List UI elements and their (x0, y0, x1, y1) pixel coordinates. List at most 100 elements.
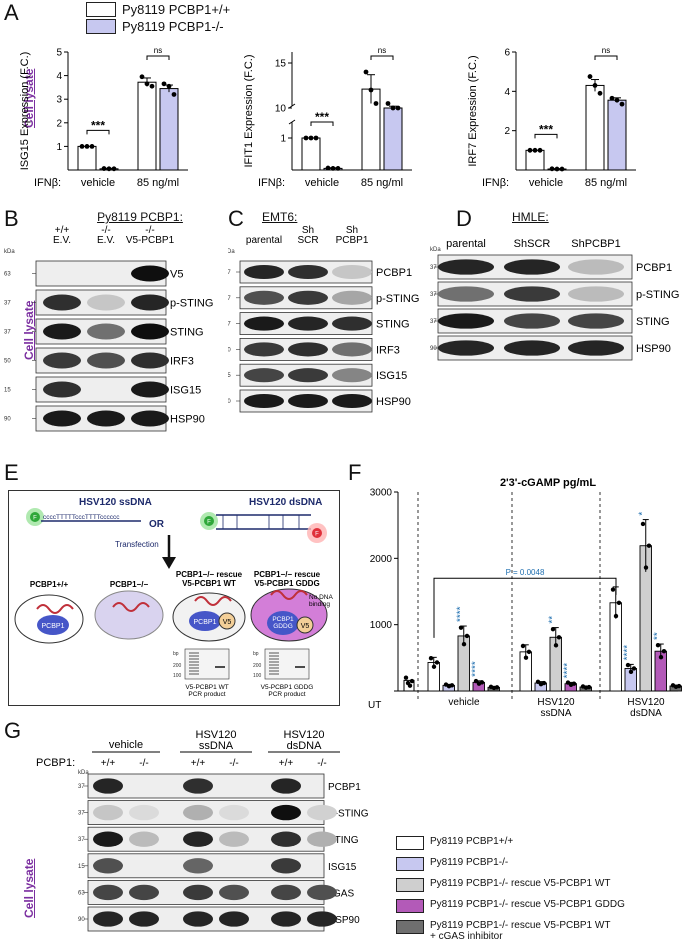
panel-letter-f: F (348, 460, 362, 485)
data-point (614, 97, 620, 103)
kda-marker: 37 (4, 330, 11, 336)
kda-marker: 90 (4, 417, 11, 423)
genotype-label: -/- (229, 758, 238, 769)
data-point (587, 74, 593, 79)
dna-squiggle (270, 590, 308, 600)
data-point (335, 166, 341, 171)
blot-band (183, 858, 213, 874)
blot-band (504, 259, 560, 275)
blot-band (438, 286, 494, 302)
x-label-ut: UT (368, 700, 381, 711)
data-point (556, 635, 562, 640)
condition-label: PCBP1−/− rescue V5-PCBP1 WT (176, 570, 243, 588)
panel-letter-e: E (4, 460, 19, 485)
legend-swatch-ko (86, 19, 116, 34)
quencher-label: F (315, 532, 319, 538)
lane-label: +/+ E.V. (53, 225, 71, 246)
data-point (363, 69, 369, 75)
panel-a-charts: ISG15 Expression (F.C.) 1 2 3 4 5 *** ns IFNβ: ve… (19, 46, 636, 189)
dna-squiggle (112, 602, 150, 612)
blot-band (93, 858, 123, 874)
data-point (303, 135, 309, 141)
legend-item-f1: Py8119 PCBP1-/- (396, 857, 685, 871)
kda-marker: 37 (78, 811, 85, 817)
blot-band (93, 884, 123, 901)
panel-b-title: Py8119 PCBP1: (97, 210, 183, 224)
bar (585, 84, 605, 171)
v5-tag (296, 616, 314, 634)
y-tick-label: 5 (56, 48, 62, 59)
blot-band (129, 884, 159, 901)
data-point (308, 135, 314, 141)
condition-label: PCBP1−/− (110, 580, 149, 589)
blot-band (244, 368, 284, 383)
bar (159, 88, 179, 171)
p-value-label: P = 0.0048 (506, 568, 545, 577)
legend-item-f3: Py8119 PCBP1-/- rescue V5-PCBP1 GDDG (396, 899, 685, 913)
lane-label: parental (246, 235, 282, 246)
legend-item-f4: Py8119 PCBP1-/- rescue V5-PCBP1 WT + cGA… (396, 920, 685, 942)
blot-band (332, 342, 372, 357)
condition-label: PCBP1+/+ (30, 580, 69, 589)
blot-row-label: PCBP1 (376, 267, 412, 279)
blot-band (288, 316, 328, 331)
blot-band (93, 778, 123, 794)
blot-row-label: p-STING (376, 293, 419, 305)
blot-band (438, 259, 494, 275)
sig-stars: **** (471, 661, 482, 677)
data-point (385, 101, 391, 106)
legend-label: Py8119 PCBP1+/+ (122, 2, 231, 17)
blot-band (131, 381, 169, 398)
blot-band (288, 368, 328, 383)
blot-band (219, 884, 249, 901)
blot-band (438, 340, 494, 356)
data-point (431, 664, 437, 669)
bar (77, 145, 97, 171)
dna-squiggle (36, 604, 74, 614)
blot-band (93, 804, 123, 821)
blot-row-label: HSP90 (376, 396, 411, 408)
data-point (144, 81, 150, 87)
legend-item-ko: Py8119 PCBP1-/- (86, 19, 230, 34)
y-tick-label: 1 (280, 134, 286, 145)
blot-band (568, 259, 624, 275)
kda-label: kDa (4, 249, 15, 255)
blot-row-label: ISG15 (376, 370, 407, 382)
legend-label: Py8119 PCBP1-/- rescue V5-PCBP1 GDDG (430, 899, 625, 910)
blot-band (43, 294, 81, 311)
data-point (640, 521, 646, 527)
cell-ko (94, 590, 164, 640)
legend-swatch-wt (86, 2, 116, 17)
genotype-label: +/+ (279, 758, 294, 769)
chart-title: 2'3'-cGAMP pg/mL (500, 478, 596, 489)
blot-band (271, 884, 301, 901)
blot-band (129, 831, 159, 847)
data-point (655, 643, 661, 648)
fluor-label: F (33, 516, 37, 522)
panel-d-blot: parental ShSCR ShPCBP1 kDa PCBP1 37 p-STING 37 S… (430, 238, 679, 361)
blot-row-label: STING (636, 316, 670, 328)
condition-label: PCBP1−/− rescue V5-PCBP1 GDDG (254, 570, 321, 588)
sig-bracket (86, 129, 110, 135)
or-label: OR (149, 519, 165, 530)
sig-label: *** (315, 110, 329, 124)
bar (525, 149, 545, 171)
data-point (101, 166, 107, 171)
bar (383, 107, 403, 171)
sig-stars: ** (653, 632, 664, 640)
blot-band (438, 313, 494, 329)
blot-band (568, 340, 624, 356)
legend-swatch (396, 878, 424, 892)
sig-bracket (534, 133, 558, 139)
bp-marker: 200 (173, 663, 182, 669)
legend-swatch (396, 836, 424, 850)
bp-marker: 200 (253, 663, 262, 669)
v5-tag (218, 612, 236, 630)
blot-band (129, 911, 159, 927)
kda-label: kDa (78, 770, 89, 776)
blot-band (244, 316, 284, 331)
data-point (428, 655, 434, 661)
data-point (325, 165, 331, 171)
x-group-label: HSV120 dsDNA (627, 697, 665, 719)
data-point (643, 565, 649, 570)
